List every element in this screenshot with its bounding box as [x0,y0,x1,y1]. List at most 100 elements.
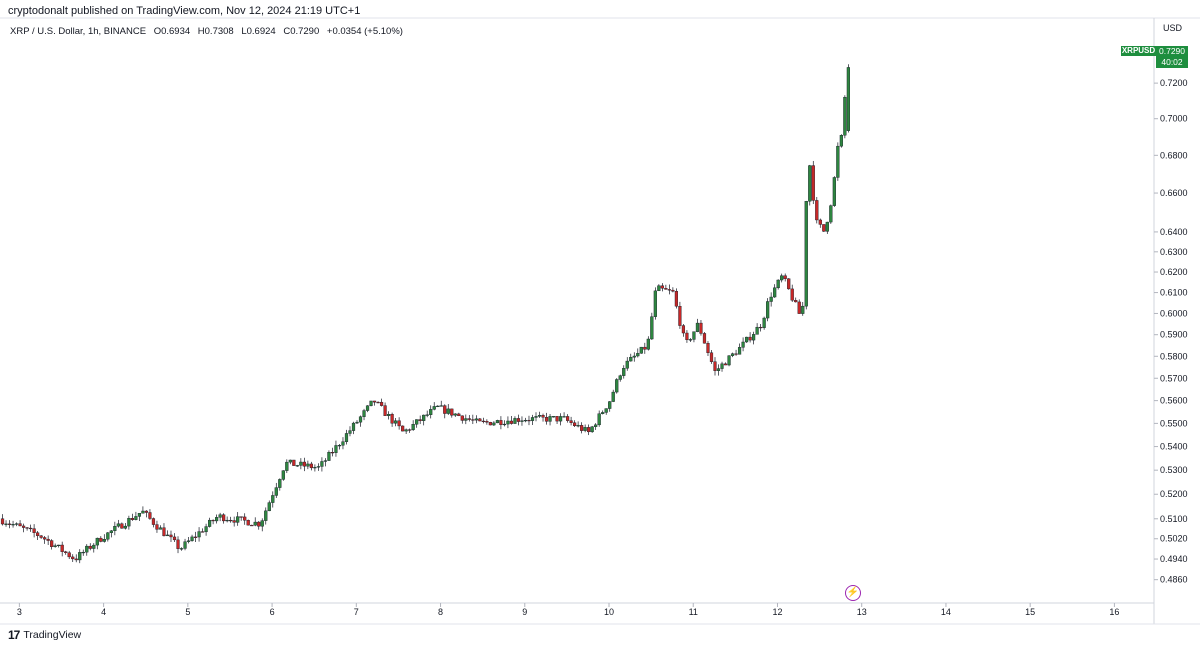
candle [376,401,380,404]
time-tick-label: 10 [604,607,614,617]
candle-body [250,524,254,527]
candle [271,491,275,508]
currency-label[interactable]: USD [1163,23,1183,33]
price-tick-label: 0.4860 [1160,575,1188,585]
candle-body [264,510,268,521]
candle-body [236,516,240,523]
candle [162,523,166,537]
price-tick-label: 0.6400 [1160,227,1188,237]
candle-body [137,513,142,517]
candle-body [548,416,552,422]
candle-body [183,541,187,549]
candle-body [200,531,205,533]
candle-body [632,355,636,358]
candle-body [215,517,219,522]
candle-body [313,467,317,469]
candle [278,478,282,491]
candle [222,513,226,524]
candle-body [643,346,647,350]
candle-body [776,279,780,289]
candle [415,419,419,428]
candle-body [222,514,226,522]
symbol-legend[interactable]: XRP / U.S. Dollar, 1h, BINANCE O0.6934 H… [10,26,408,37]
candle-body [358,416,363,423]
candle [460,415,464,424]
candle [636,348,640,358]
candle [148,509,152,520]
candle-body [81,551,85,554]
symbol-title: XRP / U.S. Dollar, 1h, BINANCE [10,26,147,37]
candle [678,301,682,329]
candle-body [657,285,661,292]
candle-body [134,516,138,520]
candle [727,355,731,367]
candle [39,534,43,540]
time-tick-label: 13 [857,607,867,617]
candle [537,411,542,418]
candle-body [246,520,250,526]
candle [18,520,22,527]
candle-body [208,519,212,527]
candle-body [92,544,96,549]
candle [488,421,492,426]
candle [523,417,528,423]
price-axis[interactable]: 0.4860 0.4940 0.5020 0.5100 0.5200 0.5300 0.54… [1154,78,1188,585]
candle-body [611,391,615,402]
candle-body [74,558,78,561]
candle-body [678,306,682,326]
candle-body [801,305,805,314]
candle [836,142,840,181]
candle [36,531,40,540]
candle-body [551,416,556,418]
price-tick-label: 0.5700 [1160,373,1188,383]
price-tick-label: 0.6000 [1160,308,1188,318]
candle-body [516,418,521,422]
candle [285,459,289,474]
last-price-value: 0.7290 [1159,46,1185,56]
candle [127,515,131,530]
candle-body [544,416,549,422]
candle [358,415,363,427]
price-tick-label: 0.6200 [1160,267,1188,277]
price-tick-label: 0.5020 [1160,534,1188,544]
candle [246,519,250,526]
candle-body [773,287,777,298]
candle-body [225,519,229,522]
candle [629,353,633,362]
candle-body [457,413,461,417]
candle-body [481,420,485,423]
candle-body [78,552,82,561]
candle [534,412,538,422]
candle-body [650,316,654,340]
candle-body [148,512,152,519]
price-tick-label: 0.6300 [1160,247,1188,257]
time-axis[interactable]: 3 4 5 6 7 8 9 10 11 12 13 14 15 16 [17,603,1120,617]
candle-body [386,414,391,416]
tradingview-logo[interactable]: 17 TradingView [8,628,81,642]
candle [253,517,257,527]
candle-body [653,290,657,317]
candle [236,512,240,526]
candle-body [18,523,22,527]
candle-body [706,343,710,353]
candle-body [151,518,156,525]
candle-body [271,495,275,503]
candle-body [229,519,233,522]
tradingview-logo-icon: 17 [8,628,20,642]
candle-body [709,352,714,362]
candle-body [667,289,671,291]
lightning-icon[interactable]: ⚡ [845,585,861,601]
candle [422,414,426,426]
candle-body [432,406,436,410]
candle-body [478,418,482,422]
candle [818,218,822,228]
candle-body [702,333,707,344]
candle [155,520,159,533]
candle [737,343,742,355]
candle [787,278,791,290]
candle [432,402,436,411]
candle [120,522,124,529]
candle [808,164,812,206]
candle-body [527,419,531,422]
